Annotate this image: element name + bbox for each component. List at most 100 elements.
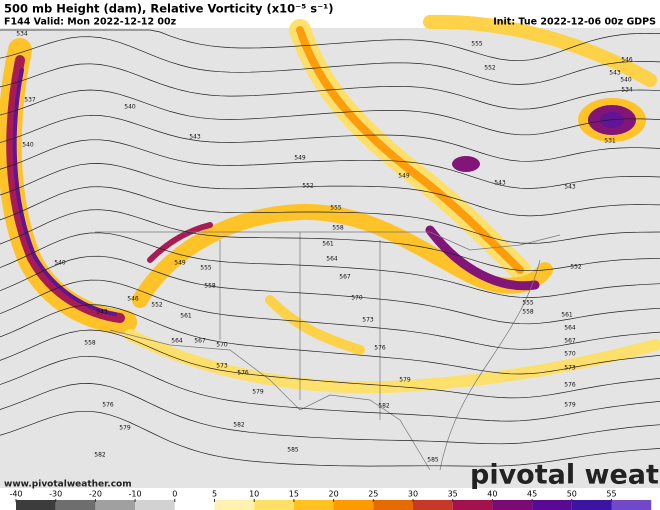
- colorbar-swatch: [532, 500, 572, 510]
- watermark: pivotal weather: [470, 460, 660, 491]
- contour-label: 561: [561, 312, 573, 319]
- contour-label: 555: [200, 265, 212, 272]
- contour-label: 558: [84, 340, 96, 347]
- colorbar-swatch: [293, 500, 334, 510]
- contour-label: 573: [216, 363, 228, 370]
- colorbar-swatch: [611, 500, 652, 510]
- borders: [95, 231, 561, 471]
- contour-label: 564: [326, 256, 338, 263]
- contour-line: [0, 232, 660, 298]
- colorbar-tick-label: -40: [9, 490, 22, 499]
- contour-label: 558: [204, 283, 216, 290]
- contour-label: 543: [189, 134, 201, 141]
- colorbar-tick-label: -10: [129, 490, 142, 499]
- contour-label: 543: [494, 180, 506, 187]
- contour-line: [0, 410, 660, 467]
- contour-label: 552: [151, 302, 163, 309]
- contour-label: 531: [604, 138, 616, 145]
- contour-line: [0, 63, 660, 110]
- contour-label: 570: [351, 295, 363, 302]
- colorbar-tick-label: 15: [289, 490, 299, 499]
- coastline: [439, 259, 541, 471]
- contour-label: 585: [287, 447, 299, 454]
- contour-label: 549: [294, 155, 306, 162]
- vorticity-band: [12, 68, 117, 316]
- colorbar-swatch: [55, 500, 96, 510]
- contour-label: 543: [96, 309, 108, 316]
- colorbar-swatch: [452, 500, 493, 510]
- vorticity-band: [265, 295, 365, 355]
- vorticity-shading: [0, 14, 660, 394]
- contour-line: [0, 114, 660, 162]
- contour-label: 552: [302, 183, 314, 190]
- vorticity-band: [6, 55, 125, 323]
- colorbar-swatch: [333, 500, 374, 510]
- colorbar-swatch: [135, 500, 175, 510]
- contour-label: 585: [427, 457, 439, 464]
- contour-label: 546: [127, 296, 139, 303]
- colorbar-swatch: [214, 500, 255, 510]
- border: [95, 231, 561, 251]
- contour-label: 540: [620, 77, 632, 84]
- colorbar-swatch: [571, 500, 612, 510]
- contour-label: 582: [378, 403, 390, 410]
- contour-labels: 5345375405435405495525555585615645675705…: [16, 31, 633, 464]
- contour-label: 567: [339, 274, 351, 281]
- valid-time: F144 Valid: Mon 2022-12-12 00z: [4, 17, 177, 28]
- contour-line: [0, 304, 660, 375]
- contour-line: [0, 36, 660, 85]
- contour-label: 576: [374, 345, 386, 352]
- contour-label: 561: [322, 241, 334, 248]
- colorbar-tick-label: 55: [606, 490, 616, 499]
- colorbar-tick-label: 10: [249, 490, 259, 499]
- contour-label: 576: [564, 382, 576, 389]
- contour-line: [0, 163, 660, 217]
- contour-line: [0, 279, 660, 350]
- contour-line: [0, 186, 660, 244]
- contour-label: 552: [570, 264, 582, 271]
- init-time: Init: Tue 2022-12-06 00z GDPS: [493, 17, 656, 28]
- contour-label: 543: [609, 70, 621, 77]
- height-contours: [0, 29, 660, 467]
- colorbar-tick-label: 45: [527, 490, 537, 499]
- contour-label: 558: [522, 309, 534, 316]
- colorbar-swatch: [16, 500, 56, 510]
- vorticity-band: [425, 225, 540, 291]
- contour-line: [0, 209, 660, 272]
- contour-label: 549: [174, 260, 186, 267]
- contour-label: 564: [564, 325, 576, 332]
- contour-label: 579: [252, 389, 264, 396]
- contour-line: [0, 139, 660, 189]
- contour-label: 567: [194, 338, 206, 345]
- contour-line: [0, 383, 660, 445]
- contour-label: 579: [399, 377, 411, 384]
- colorbar-tick-label: 25: [368, 490, 378, 499]
- title: 500 mb Height (dam), Relative Vorticity …: [4, 2, 334, 16]
- contour-label: 561: [180, 313, 192, 320]
- colorbar-tick-label: 30: [408, 490, 418, 499]
- colorbar-swatch: [373, 500, 413, 510]
- watermark-url: www.pivotalweather.com: [4, 480, 132, 490]
- vorticity-band: [296, 26, 524, 274]
- vorticity-band: [124, 329, 660, 394]
- colorbar-tick-label: 0: [172, 490, 177, 499]
- contour-label: 567: [564, 338, 576, 345]
- contour-label: 540: [54, 260, 66, 267]
- colorbar-tick-label: -20: [89, 490, 102, 499]
- contour-label: 546: [621, 57, 633, 64]
- contour-label: 570: [216, 342, 228, 349]
- colorbar-tick-label: 40: [487, 490, 497, 499]
- contour-label: 582: [94, 452, 106, 459]
- colorbar-swatch: [413, 500, 453, 510]
- vorticity-band: [423, 14, 657, 87]
- contour-line: [0, 29, 660, 62]
- contour-label: 576: [102, 402, 114, 409]
- colorbar-tick-label: 5: [212, 490, 217, 499]
- vorticity-band: [147, 222, 213, 263]
- colorbar: -40 -30 -20 -10 0 5 10 15 20 25 30 35 40 45 50 55: [9, 490, 652, 510]
- contour-label: 570: [564, 351, 576, 358]
- colorbar-tick-label: 35: [448, 490, 458, 499]
- contour-line: [0, 89, 660, 136]
- colorbar-swatch: [174, 500, 215, 510]
